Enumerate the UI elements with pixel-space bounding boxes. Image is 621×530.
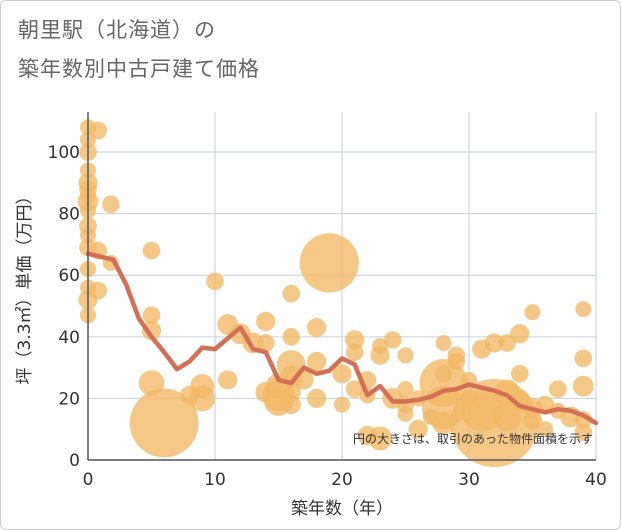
- bubble: [549, 380, 567, 398]
- bubble: [206, 272, 224, 291]
- bubble: [345, 330, 365, 350]
- bubble: [524, 304, 541, 321]
- bubble: [141, 321, 162, 341]
- bubble: [345, 380, 364, 398]
- bubble: [332, 364, 352, 384]
- x-tick-label: 20: [331, 470, 353, 490]
- bubble: [574, 423, 593, 442]
- bubble: [447, 352, 466, 371]
- y-tick-label: 40: [58, 328, 80, 348]
- x-tick-label: 10: [204, 470, 226, 490]
- bubble: [384, 331, 402, 349]
- y-tick-label: 60: [58, 266, 80, 286]
- bubbles: [77, 119, 594, 468]
- bubble: [307, 388, 327, 409]
- tick-labels: 0 10 20 30 40 0 20 40 60 80 100: [48, 143, 607, 490]
- x-tick-label: 30: [458, 470, 480, 490]
- bubble: [307, 351, 327, 372]
- bubble: [408, 419, 428, 439]
- y-tick-label: 20: [58, 389, 80, 409]
- bubble: [218, 370, 238, 390]
- bubble: [345, 343, 364, 362]
- x-tick-label: 0: [83, 470, 94, 490]
- axes: [87, 112, 596, 461]
- bubble: [397, 347, 414, 364]
- bubble: [484, 333, 504, 353]
- average-line-group: [85, 251, 599, 426]
- bubble: [435, 334, 452, 351]
- bubble: [129, 388, 199, 458]
- bubble: [89, 121, 107, 140]
- bubble: [142, 241, 161, 260]
- bubble: [537, 421, 554, 438]
- bubble: [282, 328, 301, 346]
- x-tick-label: 40: [585, 470, 607, 490]
- bubble: [299, 233, 359, 293]
- bubble: [307, 317, 327, 338]
- chart-title-line2: 築年数別中古戸建て価格: [18, 57, 260, 81]
- bubble: [572, 375, 594, 397]
- bubble: [370, 345, 390, 365]
- bubble: [142, 306, 161, 325]
- y-tick-label: 0: [69, 451, 80, 471]
- bubble: [574, 349, 593, 368]
- chart-title-line1: 朝里駅（北海道）の: [18, 18, 216, 42]
- x-axis-label: 築年数（年）: [291, 499, 393, 519]
- bubble: [397, 405, 414, 422]
- bubble: [256, 311, 276, 332]
- bubble: [189, 385, 216, 412]
- bubble: [282, 284, 301, 303]
- bubble: [510, 324, 530, 344]
- bubble: [575, 301, 592, 318]
- bubble: [334, 396, 350, 413]
- bubble: [368, 426, 393, 451]
- y-tick-label: 80: [58, 205, 80, 225]
- average-line: [85, 251, 599, 426]
- bubble: [432, 411, 455, 435]
- bubble: [498, 334, 516, 352]
- bubble: [102, 195, 120, 214]
- bubble: [511, 364, 529, 383]
- bubble: [257, 334, 275, 352]
- y-axis-label: 坪（3.3㎡）単価（万円）: [15, 187, 35, 384]
- bubble: [397, 381, 414, 398]
- bubble: [522, 410, 543, 430]
- bubble: [89, 281, 107, 300]
- bubble-size-note: 円の大きさは、取引のあった物件面積を示す: [353, 431, 593, 446]
- y-tick-label: 100: [48, 143, 80, 163]
- bubble: [281, 394, 301, 415]
